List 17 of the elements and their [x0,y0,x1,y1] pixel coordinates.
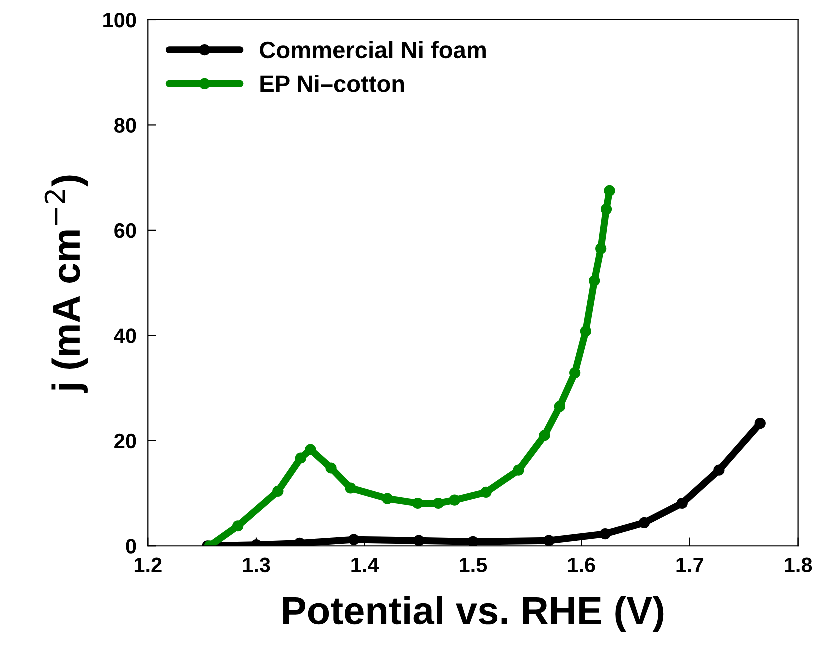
x-axis-title: Potential vs. RHE (V) [284,596,664,632]
legend-label: EP Ni–cotton [260,75,404,92]
y-tick-label: 40 [114,328,136,344]
y-tick-label: 80 [114,118,136,133]
y-tick-label: 100 [104,12,136,28]
y-tick-label: 20 [114,434,136,449]
y-axis-title: j (mA cm$^{−2}$) [44,176,88,394]
x-tick-label: 1.2 [134,558,162,572]
legend-label: Commercial Ni foam [260,41,486,59]
x-tick-label: 1.6 [568,558,596,573]
y-tick-label: 60 [114,223,136,238]
x-tick-label: 1.5 [460,558,488,573]
x-tick-label: 1.8 [785,558,812,573]
x-tick-label: 1.4 [352,558,380,572]
y-tick-label: 0 [126,539,136,554]
x-tick-label: 1.3 [243,558,270,573]
x-tick-label: 1.7 [676,558,704,572]
